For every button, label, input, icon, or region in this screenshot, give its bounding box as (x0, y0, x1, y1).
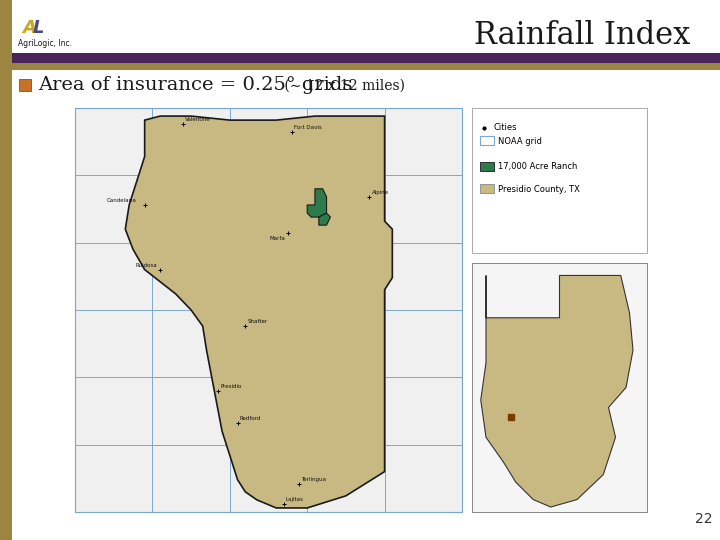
Text: A: A (22, 19, 36, 37)
Text: Terlingua: Terlingua (302, 477, 326, 482)
Text: Redford: Redford (240, 416, 261, 421)
Bar (12, 63, 720, 70)
Text: Area of insurance = 0.25° grids: Area of insurance = 0.25° grids (38, 76, 352, 94)
Text: Presidio: Presidio (220, 384, 242, 389)
Text: 22: 22 (695, 512, 712, 526)
Text: Lajitas: Lajitas (286, 497, 304, 502)
Bar (472, 108, 647, 253)
Polygon shape (125, 116, 392, 508)
Bar (480, 162, 494, 171)
Text: 17,000 Acre Ranch: 17,000 Acre Ranch (498, 163, 577, 172)
Bar (472, 263, 647, 512)
Polygon shape (481, 275, 633, 507)
Polygon shape (307, 189, 327, 217)
Text: NOAA grid: NOAA grid (498, 137, 542, 145)
Bar (0, 0, 12, 540)
Text: Fort Davis: Fort Davis (294, 125, 321, 130)
Text: Cities: Cities (494, 124, 518, 132)
Text: L: L (33, 19, 45, 37)
Text: Shafter: Shafter (247, 319, 267, 324)
Text: AgriLogic, Inc.: AgriLogic, Inc. (18, 38, 72, 48)
Text: Presidio County, TX: Presidio County, TX (498, 185, 580, 193)
Bar (75, 108, 462, 512)
Bar (480, 184, 494, 193)
Bar (19, 79, 31, 91)
Bar (480, 136, 494, 145)
Text: Valentine: Valentine (185, 117, 211, 122)
Bar (12, 53, 720, 63)
Text: Marfa: Marfa (270, 236, 286, 241)
Text: (∼ 12 x 12 miles): (∼ 12 x 12 miles) (280, 79, 405, 93)
Text: Candelaria: Candelaria (107, 198, 137, 203)
Text: Rainfall Index: Rainfall Index (474, 19, 690, 51)
Text: Ruidosa: Ruidosa (135, 262, 157, 268)
Polygon shape (319, 213, 330, 225)
Text: Alpine: Alpine (372, 190, 390, 195)
